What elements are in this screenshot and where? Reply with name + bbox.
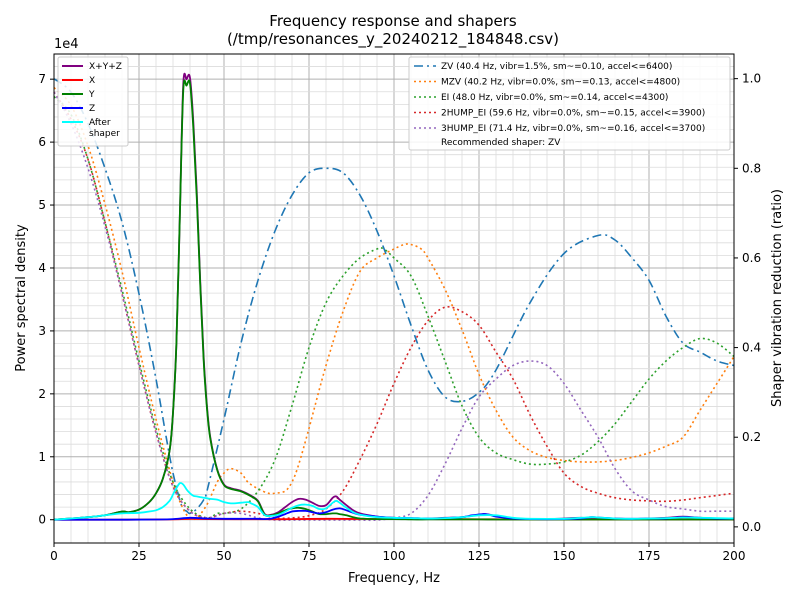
chart-title: Frequency response and shapers xyxy=(269,12,517,30)
y2-tick-label: 0.8 xyxy=(742,161,761,175)
y-axis-left: 0 1 2 3 4 5 6 7 xyxy=(38,72,54,527)
legend-right-label: EI (48.0 Hz, vibr=0.0%, sm~=0.14, accel<… xyxy=(441,93,668,103)
shaper-series-line xyxy=(53,87,735,521)
legend-right-label: MZV (40.2 Hz, vibr=0.0%, sm~=0.13, accel… xyxy=(441,78,680,88)
y-tick-label: 7 xyxy=(38,72,46,86)
y2-tick-label: 1.0 xyxy=(742,72,761,86)
y-tick-label: 3 xyxy=(38,324,46,338)
chart-subtitle: (/tmp/resonances_y_20240212_184848.csv) xyxy=(227,30,559,49)
x-tick-label: 50 xyxy=(216,549,231,563)
legend-right-label: ZV (40.4 Hz, vibr=1.5%, sm~=0.10, accel<… xyxy=(441,62,672,72)
x-axis-label: Frequency, Hz xyxy=(348,571,440,586)
y2-tick-label: 0.6 xyxy=(742,251,761,265)
legend-left-label: Z xyxy=(89,104,95,114)
y-tick-label: 1 xyxy=(38,450,46,464)
legend-left-label: Y xyxy=(88,90,95,100)
y-axis-label: Power spectral density xyxy=(14,224,29,372)
x-tick-label: 200 xyxy=(723,549,746,563)
x-tick-label: 125 xyxy=(468,549,491,563)
y-tick-label: 4 xyxy=(38,261,46,275)
shaper-series-line xyxy=(53,91,735,520)
y-axis-right: 0.0 0.2 0.4 0.6 0.8 1.0 xyxy=(734,72,761,534)
y-tick-label: 0 xyxy=(38,513,46,527)
y2-axis-label: Shaper vibration reduction (ratio) xyxy=(770,189,785,407)
shaper-lines xyxy=(53,78,735,522)
y-tick-label: 6 xyxy=(38,135,46,149)
legend-right-label: 3HUMP_EI (71.4 Hz, vibr=0.0%, sm~=0.16, … xyxy=(441,124,705,134)
legend-right-box xyxy=(408,56,731,151)
x-axis: 0 25 50 75 100 125 150 175 200 xyxy=(50,543,745,563)
legend-left-label: shaper xyxy=(89,129,120,139)
y-offset-label: 1e4 xyxy=(54,37,79,52)
legend-left-label: X+Y+Z xyxy=(89,62,122,72)
shaper-series-line xyxy=(53,91,734,522)
y2-tick-label: 0.0 xyxy=(742,520,761,534)
x-tick-label: 150 xyxy=(553,549,576,563)
y2-tick-label: 0.2 xyxy=(742,430,761,444)
legend-left-label: After xyxy=(89,118,111,128)
y2-tick-label: 0.4 xyxy=(742,341,761,355)
psd-lines xyxy=(53,72,735,521)
y-tick-label: 2 xyxy=(38,387,46,401)
x-tick-label: 175 xyxy=(638,549,661,563)
legend-left-label: X xyxy=(89,76,95,86)
psd-series-line xyxy=(53,482,735,521)
x-tick-label: 0 xyxy=(50,549,58,563)
shaper-series-line xyxy=(53,78,735,515)
x-tick-label: 100 xyxy=(383,549,406,563)
x-tick-label: 75 xyxy=(301,549,316,563)
x-tick-label: 25 xyxy=(131,549,146,563)
legend-right: ZV (40.4 Hz, vibr=1.5%, sm~=0.10, accel<… xyxy=(408,56,731,151)
legend-recommended: Recommended shaper: ZV xyxy=(441,138,561,148)
y-tick-label: 5 xyxy=(38,198,46,212)
legend-right-label: 2HUMP_EI (59.6 Hz, vibr=0.0%, sm~=0.15, … xyxy=(441,109,705,119)
